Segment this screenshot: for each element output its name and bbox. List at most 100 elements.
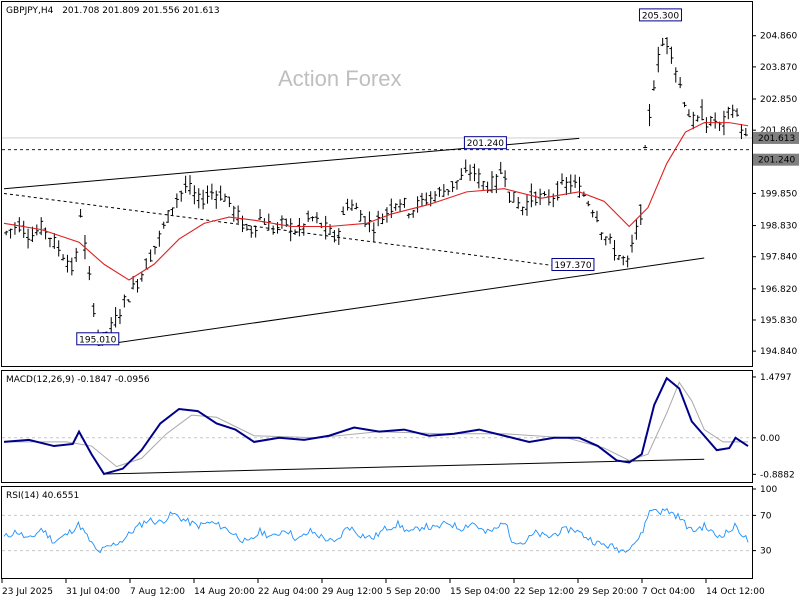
level-price-tag-bg <box>753 153 799 166</box>
annotation-label-3: 195.010 <box>79 335 116 345</box>
price-bar <box>78 208 83 218</box>
rsi-tick-label: 100 <box>760 485 777 495</box>
price-tick-label: 202.850 <box>760 95 797 105</box>
price-bar <box>651 80 656 91</box>
time-tick-label: 22 Aug 04:00 <box>258 587 319 597</box>
price-bar <box>12 222 17 235</box>
price-bar <box>91 303 96 317</box>
price-bar <box>441 184 446 197</box>
price-bar <box>437 186 442 197</box>
price-title: GBPJPY,H4 201.708 201.809 201.556 201.61… <box>6 6 220 16</box>
rsi-line <box>3 508 749 554</box>
macd-tick-label: 0.00 <box>760 434 780 444</box>
price-bar <box>700 99 705 121</box>
price-bar <box>398 199 403 212</box>
price-bar <box>380 213 385 225</box>
price-bar <box>581 191 586 197</box>
price-bar <box>341 206 346 215</box>
price-tick-label: 197.840 <box>760 253 797 263</box>
price-bar <box>726 106 731 120</box>
price-bar <box>170 207 175 216</box>
price-bar <box>306 210 311 222</box>
price-bar <box>109 317 114 334</box>
price-bar <box>704 117 709 134</box>
macd-trendline-0 <box>104 458 705 475</box>
price-tick-label: 199.850 <box>760 189 797 199</box>
macd-signal-line <box>4 381 748 468</box>
price-bar <box>139 272 144 282</box>
price-bar <box>122 294 127 308</box>
price-bar <box>183 175 188 194</box>
axis-layer: 204.860203.870202.850201.860200.840199.8… <box>1 32 799 597</box>
price-bar <box>157 230 162 247</box>
price-bar <box>358 209 363 222</box>
time-tick-label: 5 Sep 20:00 <box>386 587 441 597</box>
price-bar <box>586 200 591 207</box>
macd-title: MACD(12,26,9) -0.1847 -0.0956 <box>6 375 150 385</box>
moving-average-line <box>3 122 749 281</box>
price-bar <box>205 185 210 204</box>
price-bar <box>625 255 630 268</box>
price-bar <box>524 195 529 216</box>
price-bar <box>174 193 179 208</box>
price-bar <box>148 249 153 262</box>
price-bar <box>236 205 241 224</box>
price-bar <box>516 197 521 209</box>
price-bar <box>446 189 451 196</box>
watermark: Action Forex <box>278 66 402 91</box>
price-bar <box>253 225 258 238</box>
rsi-layer <box>2 508 752 554</box>
price-bar <box>166 210 171 223</box>
price-bar <box>113 307 118 328</box>
price-bar <box>214 190 219 209</box>
macd-panel-frame <box>1 370 753 483</box>
price-bar <box>608 233 613 244</box>
annotation-label-0: 205.300 <box>642 11 679 21</box>
price-bar <box>345 198 350 211</box>
price-bar <box>678 77 683 89</box>
macd-tick-label: -0.8882 <box>760 470 795 480</box>
price-bar <box>349 199 354 211</box>
price-bar <box>503 170 508 188</box>
price-bar <box>476 168 481 189</box>
price-bar <box>612 240 617 261</box>
price-bar <box>332 230 337 243</box>
level-price-tag: 201.240 <box>758 156 795 166</box>
price-bar <box>743 127 748 137</box>
price-bar <box>695 115 700 122</box>
trendline-2 <box>97 257 705 346</box>
price-bar <box>560 173 564 185</box>
annotation-box-0 <box>638 8 682 22</box>
price-bar <box>590 209 595 218</box>
price-bar <box>682 101 687 108</box>
price-bar <box>621 255 626 266</box>
price-bar <box>647 104 652 127</box>
price-bar <box>69 257 74 276</box>
price-bar <box>393 203 398 211</box>
price-bar <box>21 220 26 238</box>
price-bar <box>433 191 438 203</box>
price-bar <box>599 232 604 240</box>
ohlc-label: 201.708 201.809 201.556 201.613 <box>62 6 219 16</box>
price-bar <box>424 192 429 206</box>
price-bar <box>481 180 486 191</box>
rsi-title: RSI(14) 40.6551 <box>6 491 79 501</box>
price-bar <box>673 67 678 83</box>
price-bar <box>371 222 376 242</box>
price-bar <box>126 299 131 303</box>
price-bar <box>218 185 223 201</box>
price-bar <box>223 193 228 202</box>
price-panel-frame <box>1 1 753 367</box>
price-bar <box>56 240 61 257</box>
price-bar <box>730 104 735 118</box>
price-bar <box>568 174 573 193</box>
price-bar <box>603 236 608 246</box>
annotation-box-2 <box>551 258 595 272</box>
price-bar <box>406 213 411 219</box>
price-bar <box>65 254 70 273</box>
price-tick-label: 194.840 <box>760 347 797 357</box>
time-tick-label: 14 Oct 12:00 <box>706 587 765 597</box>
rsi-panel-frame <box>1 486 753 579</box>
price-bar <box>297 217 302 237</box>
